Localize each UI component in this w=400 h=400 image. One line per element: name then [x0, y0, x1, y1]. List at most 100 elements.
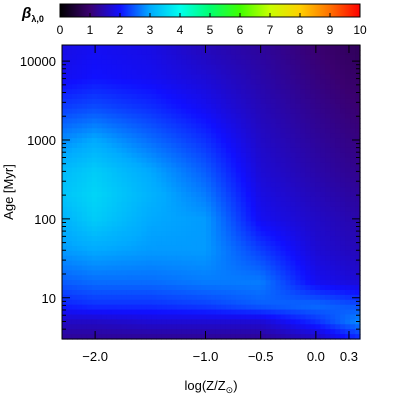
- heatmap-cell: [96, 128, 103, 134]
- heatmap-cell: [295, 187, 301, 193]
- heatmap-cell: [62, 157, 68, 164]
- heatmap-cell: [131, 79, 138, 85]
- heatmap-cell: [340, 172, 346, 178]
- heatmap-cell: [66, 182, 73, 188]
- heatmap-cell: [320, 177, 326, 183]
- heatmap-cell: [136, 162, 143, 169]
- heatmap-cell: [285, 265, 292, 271]
- heatmap-cell: [250, 314, 257, 320]
- heatmap-cell: [320, 196, 326, 203]
- heatmap-cell: [171, 250, 177, 257]
- heatmap-cell: [126, 177, 133, 183]
- heatmap-cell: [265, 113, 272, 120]
- heatmap-cell: [211, 211, 217, 218]
- heatmap-cell: [176, 113, 182, 120]
- heatmap-cell: [220, 157, 227, 164]
- heatmap-cell: [201, 285, 207, 291]
- heatmap-cell: [111, 196, 118, 203]
- heatmap-cell: [166, 236, 172, 242]
- heatmap-cell: [181, 226, 187, 232]
- heatmap-cell: [161, 324, 167, 330]
- heatmap-cell: [265, 108, 272, 115]
- heatmap-cell: [260, 265, 267, 271]
- heatmap-cell: [146, 103, 152, 110]
- heatmap-cell: [146, 265, 152, 271]
- heatmap-cell: [81, 231, 88, 237]
- heatmap-cell: [141, 177, 148, 183]
- heatmap-cell: [131, 192, 138, 198]
- heatmap-cell: [76, 103, 83, 110]
- heatmap-cell: [260, 270, 267, 276]
- heatmap-cell: [245, 177, 252, 183]
- heatmap-cell: [270, 157, 277, 164]
- heatmap-cell: [176, 304, 182, 311]
- heatmap-cell: [62, 45, 68, 51]
- heatmap-cell: [121, 196, 128, 203]
- heatmap-cell: [211, 74, 217, 80]
- heatmap-cell: [320, 118, 326, 124]
- heatmap-cell: [71, 294, 78, 301]
- heatmap-cell: [91, 64, 98, 71]
- heatmap-cell: [206, 103, 212, 110]
- heatmap-cell: [220, 98, 227, 105]
- heatmap-cell: [315, 157, 321, 164]
- heatmap-cell: [71, 324, 78, 330]
- heatmap-cell: [310, 64, 316, 71]
- heatmap-cell: [151, 221, 157, 227]
- heatmap-cell: [255, 143, 262, 149]
- heatmap-cell: [330, 265, 336, 271]
- heatmap-cell: [96, 103, 103, 110]
- heatmap-cell: [116, 172, 123, 178]
- heatmap-cell: [111, 245, 118, 252]
- heatmap-cell: [330, 314, 336, 320]
- heatmap-cell: [111, 294, 118, 301]
- heatmap-cell: [330, 172, 336, 178]
- heatmap-cell: [111, 285, 118, 291]
- heatmap-cell: [62, 54, 68, 61]
- heatmap-cell: [235, 143, 242, 149]
- heatmap-cell: [126, 98, 133, 105]
- heatmap-cell: [250, 236, 257, 242]
- heatmap-cell: [96, 177, 103, 183]
- heatmap-cell: [300, 79, 306, 85]
- heatmap-cell: [166, 177, 172, 183]
- heatmap-cell: [161, 206, 167, 213]
- heatmap-cell: [305, 157, 311, 164]
- heatmap-cell: [255, 49, 262, 56]
- heatmap-cell: [275, 329, 282, 335]
- heatmap-cell: [295, 329, 301, 335]
- heatmap-cell: [250, 280, 257, 286]
- heatmap-cell: [86, 270, 93, 276]
- heatmap-cell: [206, 108, 212, 115]
- heatmap-cell: [310, 192, 316, 198]
- heatmap-cell: [126, 285, 133, 291]
- heatmap-cell: [265, 255, 272, 262]
- heatmap-cell: [345, 221, 351, 227]
- heatmap-cell: [350, 187, 356, 193]
- heatmap-cell: [111, 74, 118, 80]
- heatmap-cell: [260, 157, 267, 164]
- heatmap-cell: [215, 334, 222, 340]
- heatmap-cell: [156, 98, 162, 105]
- heatmap-cell: [71, 103, 78, 110]
- heatmap-cell: [300, 172, 306, 178]
- heatmap-cell: [116, 187, 123, 193]
- heatmap-cell: [196, 182, 202, 188]
- heatmap-cell: [240, 143, 247, 149]
- heatmap-cell: [335, 79, 341, 85]
- heatmap-cell: [270, 143, 277, 149]
- heatmap-cell: [201, 324, 207, 330]
- heatmap-cell: [255, 103, 262, 110]
- heatmap-cell: [345, 108, 351, 115]
- heatmap-cell: [136, 172, 143, 178]
- heatmap-cell: [275, 177, 282, 183]
- heatmap-cell: [161, 245, 167, 252]
- heatmap-cell: [270, 211, 277, 218]
- heatmap-cell: [355, 98, 361, 105]
- heatmap-cell: [81, 260, 88, 267]
- heatmap-cell: [111, 138, 118, 144]
- heatmap-cell: [220, 74, 227, 80]
- heatmap-cell: [191, 245, 197, 252]
- heatmap-cell: [330, 113, 336, 120]
- heatmap-cell: [111, 334, 118, 340]
